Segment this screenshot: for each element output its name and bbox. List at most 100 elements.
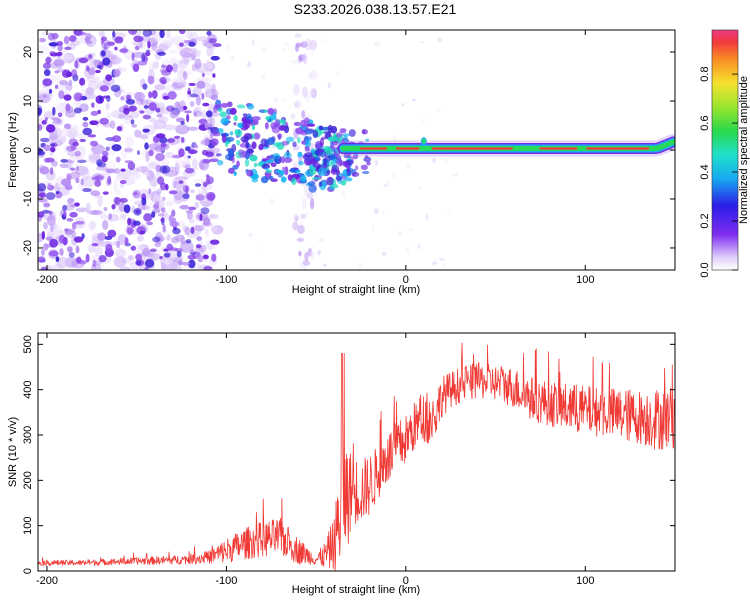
spectrogram-noise-cell: [246, 61, 252, 68]
snr-ytick-label: 0: [22, 568, 34, 574]
spectrogram-noise-cell: [112, 30, 116, 38]
spectrogram-cluster-cell: [295, 127, 304, 135]
spectrogram-noise-cell: [109, 120, 116, 129]
spectrogram-noise-cell: [204, 228, 209, 236]
spectrogram-xtick-label: -200: [36, 274, 58, 286]
spectrogram-noise-cell: [156, 114, 163, 118]
spectrogram-noise-cell: [180, 261, 191, 266]
spectrogram-noise-cell: [307, 74, 313, 79]
spectrogram-noise-cell: [66, 151, 78, 157]
spectrogram-noise-cell: [147, 75, 155, 85]
spectrogram-cluster-cell: [245, 168, 249, 173]
spectrogram-noise-cell: [39, 166, 50, 175]
spectrogram-noise-cell: [138, 36, 144, 42]
spectrogram-cluster-cell: [236, 139, 241, 146]
spectrogram-noise-cell: [184, 167, 195, 174]
spectrogram-noise-cell: [179, 204, 190, 210]
spectrogram-noise-cell: [132, 63, 140, 73]
spectrogram-noise-cell: [195, 77, 205, 82]
spectrogram-noise-cell: [408, 228, 414, 232]
spectrogram-ytick-label: 0: [22, 147, 34, 153]
spectrogram-noise-cell: [187, 254, 196, 260]
spectrogram-noise-cell: [416, 186, 423, 190]
spectrogram-noise-cell: [91, 243, 99, 247]
spectrogram-cluster-cell: [363, 156, 372, 163]
spectrogram-noise-cell: [157, 213, 165, 217]
spectrogram-cluster-cell: [240, 136, 250, 142]
spectrogram-cluster-cell: [304, 145, 310, 152]
spectrogram-noise-cell: [141, 197, 147, 206]
spectrogram-cluster-cell: [318, 181, 323, 187]
spectrogram-noise-cell: [96, 162, 107, 168]
spectrogram-noise-cell: [381, 251, 387, 256]
spectrogram-xtick-label: -100: [215, 274, 237, 286]
spectrogram-noise-cell: [176, 250, 182, 258]
spectrogram-noise-cell: [310, 88, 318, 99]
spectrogram-cluster-cell: [260, 176, 269, 184]
spectrogram-noise-cell: [297, 224, 305, 235]
spectrogram-cluster-cell: [229, 131, 234, 136]
snr-x-ticks: -200 -100 0 100: [36, 333, 594, 587]
spectrogram-noise-cell: [79, 138, 86, 143]
spectrogram-noise-cell: [99, 95, 103, 103]
spectrogram-noise-cell: [142, 114, 152, 120]
spectrogram-noise-cell: [151, 211, 156, 218]
spectrogram-noise-cell: [374, 159, 379, 166]
spectrogram-noise-cell: [91, 176, 100, 181]
spectrogram-noise-cell: [188, 259, 196, 269]
spectrogram-noise-cell: [120, 96, 125, 101]
spectrogram-noise-cell: [49, 133, 59, 140]
spectrogram-noise-cell: [420, 40, 424, 44]
spectrogram-x-ticks: -200 -100 0 100: [36, 30, 594, 286]
spectrogram-noise-cell: [113, 32, 127, 39]
spectrogram-noise-cell: [50, 146, 56, 153]
spectrogram-cluster-cell: [244, 158, 250, 167]
spectrogram-noise-cell: [59, 53, 73, 61]
spectrogram-cluster-cell: [233, 171, 237, 177]
spectrogram-noise-cell: [43, 69, 51, 77]
spectrogram-noise-cell: [290, 60, 295, 64]
spectrogram-cluster-cell: [270, 162, 277, 168]
spectrogram-cluster-cell: [326, 176, 334, 186]
spectrogram-xtick-label: 100: [576, 274, 594, 286]
spectrogram-noise-cell: [85, 65, 90, 72]
spectrogram-noise-cell: [209, 239, 220, 245]
spectrogram-cluster-cell: [252, 124, 256, 131]
spectrogram-noise-cell: [304, 251, 309, 262]
spectrogram-noise-cell: [282, 41, 289, 46]
spectrogram-noise-cell: [87, 134, 97, 138]
spectrogram-noise-cell: [89, 120, 99, 126]
spectrogram-noise-cell: [43, 221, 48, 230]
spectrogram-noise-cell: [187, 233, 198, 239]
spectrogram-noise-cell: [144, 266, 149, 270]
spectrogram-noise-cell: [145, 51, 151, 57]
spectrogram-noise-cell: [38, 262, 42, 269]
spectrogram-noise-cell: [168, 49, 179, 54]
spectrogram-noise-cell: [55, 256, 60, 263]
spectrogram-cluster-cell: [214, 103, 222, 110]
spectrogram-noise-cell: [121, 67, 128, 72]
spectrogram-noise-cell: [132, 220, 141, 226]
spectrogram-noise-cell: [208, 213, 219, 219]
spectrogram-noise-cell: [57, 83, 65, 92]
spectrogram-noise-cell: [38, 211, 45, 218]
spectrogram-noise-cell: [165, 64, 173, 73]
spectrogram-noise-cell: [69, 171, 81, 180]
snr-ytick-label: 200: [22, 471, 34, 489]
spectrogram-noise-cell: [443, 262, 447, 267]
spectrogram-noise-cell: [57, 112, 63, 118]
spectrogram-noise-cell: [38, 107, 43, 115]
spectrogram-noise-cell: [102, 150, 109, 157]
spectrogram-noise-cell: [119, 197, 128, 203]
spectrogram-noise-cell: [59, 163, 69, 168]
spectrogram-noise-cell: [193, 112, 197, 117]
spectrogram-noise-cell: [159, 136, 168, 144]
spectrogram-noise-cell: [130, 119, 135, 125]
spectrogram-cluster-cell: [236, 104, 246, 109]
spectrogram-noise-cell: [111, 144, 122, 152]
spectrogram-noise-cell: [107, 229, 117, 238]
spectrogram-noise-cell: [68, 79, 73, 86]
spectrogram-noise-cell: [425, 214, 429, 221]
spectrogram-noise-cell: [161, 64, 167, 69]
